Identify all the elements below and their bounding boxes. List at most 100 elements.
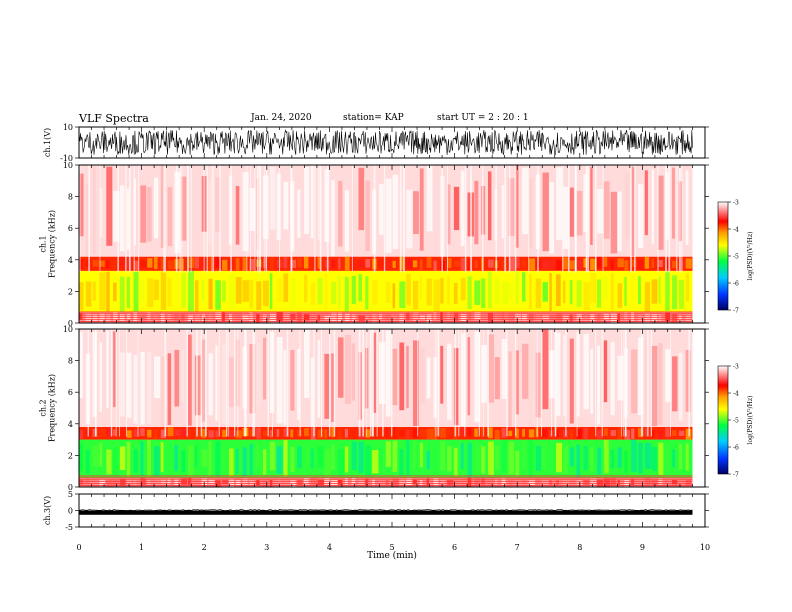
y-axis-label: Frequency (kHz) <box>48 210 57 278</box>
spectrogram-cell <box>494 357 500 400</box>
spectrogram-cell <box>317 446 324 468</box>
spectrogram-streak <box>206 165 208 273</box>
spectrogram-cell <box>453 260 461 267</box>
spectrogram-cell <box>508 178 515 236</box>
y-tick-label: 2 <box>68 451 73 460</box>
spectrogram-cell <box>167 277 172 307</box>
spectrogram-streak <box>250 165 251 273</box>
spectrogram-cell <box>426 165 433 232</box>
spectrogram-cell <box>113 282 117 302</box>
x-axis-label: Time (min) <box>367 550 417 561</box>
spectrogram-cell <box>297 348 301 420</box>
spectrogram-cell <box>310 165 314 239</box>
spectrogram-cell <box>460 478 467 486</box>
spectrogram-cell <box>106 271 110 312</box>
spectrogram-cell <box>222 280 226 302</box>
spectrogram-cell <box>474 280 481 305</box>
spectrogram-cell <box>487 271 492 309</box>
spectrogram-cell <box>637 442 643 474</box>
spectrogram-cell <box>644 341 648 423</box>
spectrogram-cell <box>399 182 405 250</box>
spectrogram-streak <box>115 329 117 437</box>
spectrogram-streak <box>219 165 221 273</box>
spectrogram-cell <box>153 478 160 487</box>
spectrogram-cell <box>665 312 670 321</box>
spectrogram-streak <box>562 165 564 273</box>
spectrogram-cell <box>372 332 377 413</box>
spectrogram-cell <box>378 448 382 467</box>
spectrogram-cell <box>406 258 413 269</box>
spectrogram-cell <box>303 428 309 437</box>
spectrogram-cell <box>583 445 589 471</box>
spectrogram-cell <box>515 428 519 439</box>
spectrogram-cell <box>194 168 201 236</box>
spectrogram-cell <box>433 356 437 418</box>
spectrogram-cell <box>228 448 234 477</box>
spectrogram-cell <box>637 276 641 305</box>
spectrogram-cell <box>528 440 533 477</box>
spectrogram-cell <box>188 429 191 439</box>
spectrogram-cell <box>331 444 335 470</box>
spectrogram-cell <box>406 478 412 486</box>
spectrogram-streak <box>200 329 203 437</box>
spectrogram-cell <box>338 428 342 440</box>
spectrogram-cell <box>569 447 575 467</box>
spectrogram-cell <box>631 276 635 302</box>
spectrogram-streak <box>478 329 480 437</box>
spectrogram-cell <box>453 447 458 476</box>
spectrogram-cell <box>160 271 167 310</box>
spectrogram-cell <box>126 430 132 438</box>
spectrogram-cell <box>269 441 276 471</box>
spectrogram-cell <box>590 349 594 414</box>
spectrogram-streak <box>258 165 261 273</box>
spectrogram-cell <box>453 312 459 321</box>
spectrogram-cell <box>153 429 158 440</box>
spectrogram-streak <box>272 329 273 437</box>
spectrogram-cell <box>542 172 549 252</box>
spectrogram-cell <box>269 257 274 270</box>
spectrogram-cell <box>549 315 556 322</box>
spectrogram-streak <box>328 329 331 437</box>
spectrogram-cell <box>515 313 522 321</box>
spectrogram-streak <box>128 165 131 273</box>
spectrogram-cell <box>378 313 383 320</box>
spectrogram-cell <box>174 271 178 311</box>
spectrogram-cell <box>460 333 466 427</box>
x-tick-label: 6 <box>452 543 457 552</box>
spectrogram-streak <box>252 329 255 437</box>
spectrogram-cell <box>508 430 513 437</box>
spectrogram-cell <box>447 312 451 320</box>
spectrogram-cell <box>678 279 685 309</box>
spectrogram-cell <box>651 169 655 245</box>
spectrogram-cell <box>460 277 466 301</box>
spectrogram-cell <box>542 259 548 270</box>
spectrogram-cell <box>256 313 260 323</box>
spectrogram-cell <box>678 443 683 470</box>
spectrogram-cell <box>140 185 147 243</box>
spectrogram-cell <box>269 430 273 438</box>
spectrogram-cell <box>603 276 609 300</box>
spectrogram-cell <box>160 356 165 427</box>
spectrogram-streak <box>264 165 266 273</box>
spectrogram-cell <box>188 445 194 477</box>
spectrogram-cell <box>79 282 84 311</box>
spectrogram-cell <box>215 177 221 232</box>
spectrogram-streak <box>137 329 139 437</box>
spectrogram-cell <box>413 260 418 268</box>
spectrogram-streak <box>601 329 603 437</box>
y-tick-label: 8 <box>68 193 73 202</box>
spectrogram-cell <box>222 259 228 271</box>
spectrogram-streak <box>371 329 374 437</box>
spectrogram-cell <box>310 427 316 440</box>
spectrogram-cell <box>426 278 432 306</box>
spectrogram-cell <box>406 189 413 249</box>
spectrogram-cell <box>324 353 330 419</box>
spectrogram-cell <box>85 449 90 475</box>
spectrogram-cell <box>597 313 601 323</box>
spectrogram-cell <box>167 353 172 426</box>
spectrogram-streak <box>212 165 214 273</box>
x-tick-label: 3 <box>264 543 269 552</box>
spectrogram-cell <box>631 259 637 267</box>
spectrogram-cell <box>303 477 309 485</box>
spectrogram-cell <box>303 449 310 468</box>
